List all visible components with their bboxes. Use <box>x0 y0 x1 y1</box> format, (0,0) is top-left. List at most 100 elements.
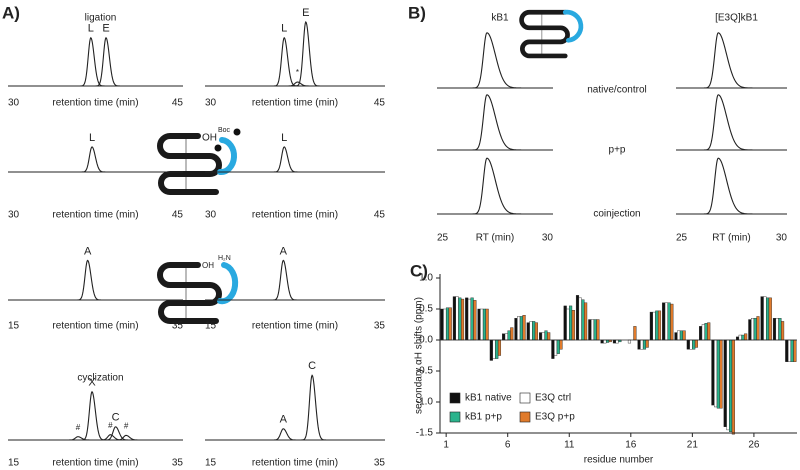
bar <box>649 311 653 341</box>
legend-label: E3Q p+p <box>535 412 575 423</box>
loop <box>217 137 237 176</box>
peak <box>270 428 300 441</box>
bar <box>707 322 711 341</box>
bar <box>645 339 649 348</box>
peak <box>74 259 105 301</box>
bar <box>504 333 508 341</box>
icon-label: H₂N <box>218 255 231 262</box>
legend-swatch <box>519 411 531 423</box>
bar <box>731 339 735 435</box>
bar <box>440 308 444 341</box>
bar <box>492 339 496 359</box>
peak-label: # <box>76 423 81 432</box>
bar <box>526 322 530 341</box>
bar <box>547 332 551 341</box>
bar <box>679 330 683 341</box>
x-tick-label: 30 <box>205 210 217 221</box>
y-axis-label: secondary αH shifts (ppm) <box>414 297 425 414</box>
peak <box>65 436 95 441</box>
bar <box>445 307 450 341</box>
bar <box>763 296 767 341</box>
bar <box>544 330 548 341</box>
bar <box>482 308 486 341</box>
bar <box>716 339 720 409</box>
legend-swatch <box>519 392 531 404</box>
bar <box>452 296 456 341</box>
bar <box>689 339 693 350</box>
panel-title: kB1 <box>491 13 509 24</box>
panel-title: ligation <box>85 13 117 24</box>
x-tick-label: 30 <box>8 98 20 109</box>
peak-label: C <box>112 412 120 424</box>
backbone <box>157 262 222 324</box>
x-tick-label: 30 <box>776 233 788 244</box>
peak <box>700 94 761 151</box>
peak-label: E <box>102 23 109 35</box>
bar <box>566 308 570 341</box>
x-axis-label: retention time (min) <box>252 458 338 469</box>
x-tick-label: 15 <box>205 321 217 332</box>
bar <box>664 302 668 341</box>
bar <box>640 339 644 350</box>
x-tick-label: 15 <box>8 321 20 332</box>
bar <box>785 339 789 362</box>
dot <box>233 128 241 136</box>
bar <box>744 333 748 341</box>
peak <box>700 157 761 215</box>
bar <box>593 319 597 341</box>
bar <box>571 310 575 341</box>
x-tick-label: 45 <box>374 210 386 221</box>
bar <box>532 321 536 341</box>
bar <box>612 339 616 344</box>
x-tick-label: 25 <box>437 233 449 244</box>
peak-label: A <box>280 245 288 257</box>
bar <box>460 298 465 341</box>
legend-swatch <box>449 392 461 404</box>
bar <box>748 319 752 341</box>
cyclotide-icon: OH H₂N <box>157 255 239 324</box>
bar <box>682 330 686 341</box>
bar <box>793 339 797 362</box>
peak <box>113 434 143 441</box>
x-tick-label: 1 <box>443 440 449 451</box>
x-tick-label: 25 <box>676 233 688 244</box>
bar <box>677 330 681 341</box>
bar <box>458 297 462 341</box>
bar <box>657 310 662 341</box>
x-axis-label: retention time (min) <box>252 98 338 109</box>
bar <box>534 322 538 341</box>
bar <box>556 339 560 354</box>
backbone <box>157 133 222 195</box>
bar <box>766 297 770 341</box>
peak <box>271 36 301 87</box>
bar <box>751 318 755 341</box>
bar <box>563 305 567 341</box>
bar <box>787 339 792 362</box>
peak-label: X <box>88 377 96 389</box>
bar <box>738 334 742 341</box>
bar <box>714 339 718 408</box>
bar <box>554 339 558 356</box>
peak <box>79 146 109 173</box>
row-label: native/control <box>587 85 646 96</box>
bar <box>480 308 484 341</box>
cyclotide-icon: OH Boc <box>157 127 241 195</box>
peak-label: # <box>124 421 129 430</box>
bar <box>775 318 779 341</box>
bar <box>694 339 698 348</box>
bar <box>443 308 447 341</box>
bar <box>772 318 777 341</box>
bar <box>551 339 555 359</box>
y-tick-label: -1.5 <box>416 428 434 439</box>
x-axis-label: RT (min) <box>712 233 751 244</box>
x-axis-label: retention time (min) <box>252 210 338 221</box>
legend-label: E3Q ctrl <box>535 393 571 404</box>
peak <box>102 426 133 441</box>
bar <box>719 339 723 409</box>
bar <box>633 326 637 341</box>
bar <box>495 339 499 359</box>
x-axis-label: retention time (min) <box>52 98 138 109</box>
bar <box>517 316 521 341</box>
bar <box>674 332 678 341</box>
